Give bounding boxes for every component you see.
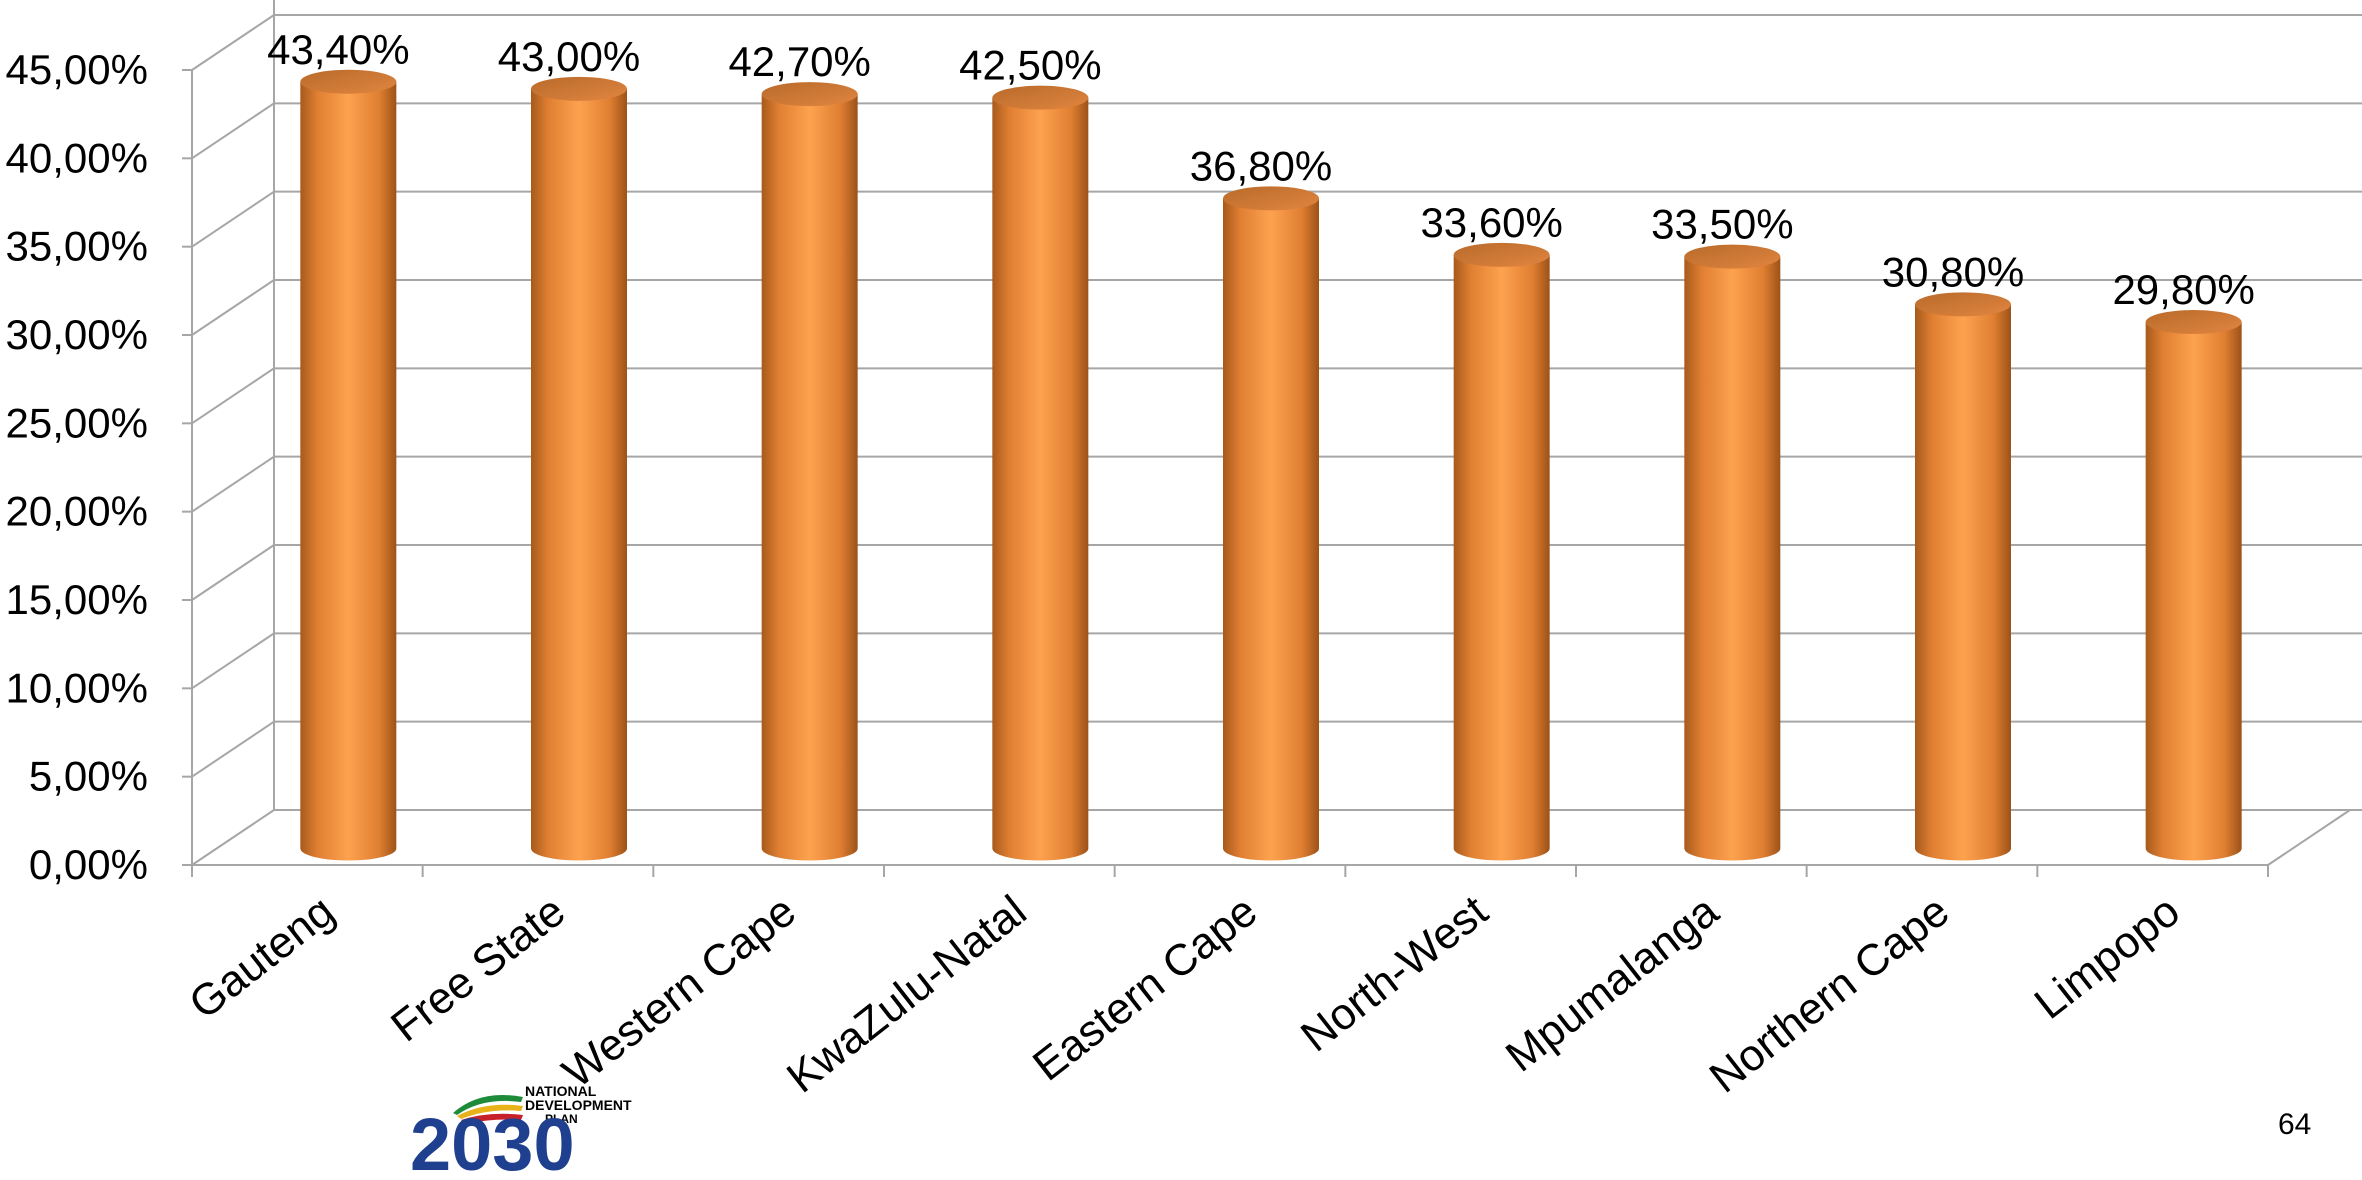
y-tick-label: 10,00% <box>6 664 148 711</box>
bar-top <box>2145 310 2242 335</box>
bar-mpumalanga <box>1684 244 1781 861</box>
data-label: 43,00% <box>498 33 640 80</box>
bar-body <box>531 88 627 861</box>
bar-top <box>1453 242 1550 267</box>
gridline-side-6 <box>191 279 275 336</box>
x-axis <box>191 864 2269 877</box>
bar-body <box>1915 304 2011 861</box>
data-label: 33,50% <box>1651 201 1793 248</box>
category-label: Western Cape <box>554 886 805 1097</box>
bar-body <box>300 81 397 861</box>
gridline-side-5 <box>191 367 275 425</box>
bar-top <box>992 85 1089 110</box>
logo-year: 2030 <box>410 1103 575 1175</box>
bar-limpopo <box>2145 310 2242 861</box>
data-label: 36,80% <box>1190 142 1332 189</box>
bar-top <box>1915 292 2011 317</box>
gridline-side-0 <box>191 809 275 866</box>
y-tick-label: 40,00% <box>6 134 148 181</box>
bar-body <box>1453 254 1550 861</box>
logo-line-3: PLAN <box>545 1112 578 1126</box>
data-label: 30,80% <box>1882 248 2024 295</box>
bar-free-state <box>531 76 627 861</box>
page-number: 64 <box>2278 1108 2312 1141</box>
y-tick-label: 15,00% <box>6 576 148 623</box>
category-label: Free State <box>382 886 574 1051</box>
logo-line-1: NATIONAL <box>525 1083 597 1099</box>
gridline-side-4 <box>191 455 275 513</box>
gridline-side-8 <box>191 102 275 160</box>
bar-body <box>761 94 858 861</box>
gridline-side-7 <box>191 190 275 248</box>
logo-swoosh-green <box>453 1095 523 1115</box>
category-label: Mpumalanga <box>1497 886 1728 1082</box>
data-label: 42,50% <box>959 42 1101 89</box>
gridline-side-1 <box>191 720 275 778</box>
bar-eastern-cape <box>1223 186 1319 861</box>
logo-swoosh-red <box>461 1113 523 1124</box>
category-label: Gauteng <box>180 886 343 1029</box>
y-tick-label: 25,00% <box>6 399 148 446</box>
bar-body <box>992 97 1089 861</box>
ndp-2030-logo: NATIONAL DEVELOPMENT PLAN 2030 <box>405 1075 755 1180</box>
y-tick-label: 30,00% <box>6 311 148 358</box>
data-label: 33,60% <box>1420 199 1562 246</box>
bar-western-cape <box>761 82 858 861</box>
data-labels: 43,40% 43,00% 42,70% 42,50% 36,80% 33,60% 33,5… <box>267 26 2255 313</box>
category-label: Northern Cape <box>1701 886 1959 1102</box>
bar-top <box>531 76 627 101</box>
y-tick-label: 0,00% <box>29 841 148 888</box>
category-label: KwaZulu-Natal <box>778 886 1036 1102</box>
bar-northern-cape <box>1915 292 2011 861</box>
y-tick-label: 20,00% <box>6 488 148 535</box>
floor-edge <box>2267 809 2351 866</box>
bar-top <box>761 82 858 107</box>
y-tick-label: 45,00% <box>6 46 148 93</box>
bar-body <box>1223 198 1319 861</box>
bar-top <box>1684 244 1781 269</box>
bar-kwazulu-natal <box>992 85 1089 861</box>
category-label: Limpopo <box>2026 886 2189 1029</box>
category-label: North-West <box>1292 886 1497 1061</box>
logo-line-2: DEVELOPMENT <box>525 1097 632 1113</box>
data-label: 29,80% <box>2112 266 2254 313</box>
category-label: Eastern Cape <box>1024 886 1266 1090</box>
bar-gauteng <box>300 69 397 861</box>
y-tick-label: 5,00% <box>29 753 148 800</box>
gridline-side-3 <box>191 544 275 601</box>
bar-top <box>1223 186 1319 211</box>
bar-top <box>300 69 397 94</box>
y-tick-label: 35,00% <box>6 223 148 270</box>
y-axis: 0,00% 5,00% 10,00% 15,00% 20,00% 25,00% 30,00%… <box>6 46 193 888</box>
data-label: 43,40% <box>267 26 409 73</box>
logo-swoosh-gold <box>457 1104 523 1119</box>
data-label: 42,70% <box>728 38 870 85</box>
gridline-side-2 <box>191 632 275 690</box>
bar-body <box>2145 322 2242 861</box>
bar-north-west <box>1453 242 1550 861</box>
gridline-side-9 <box>191 14 275 71</box>
bar-body <box>1684 256 1781 861</box>
bar-series <box>300 69 2242 861</box>
